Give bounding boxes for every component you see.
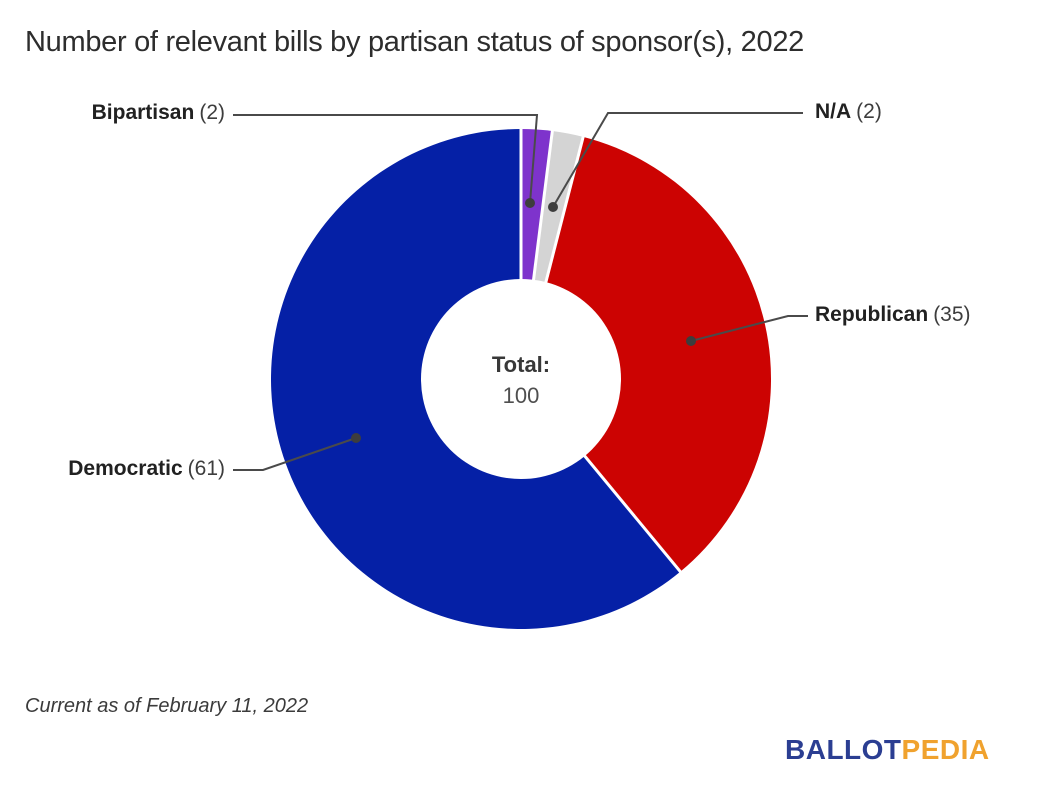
logo-ballot: BALLOT (785, 734, 902, 765)
label-bipartisan-count: (2) (199, 101, 225, 124)
ballotpedia-logo: BALLOTPEDIA (785, 734, 990, 766)
label-na-name: N/A (815, 100, 852, 123)
dot-republican (686, 336, 696, 346)
label-democratic: Democratic (61) (30, 457, 225, 481)
label-democratic-name: Democratic (68, 457, 183, 480)
dot-na (548, 202, 558, 212)
label-connectors (233, 112, 808, 471)
chart-title: Number of relevant bills by partisan sta… (25, 26, 804, 58)
label-republican: Republican (35) (815, 303, 971, 327)
donut-center-label: Total: 100 (421, 349, 621, 411)
dot-democratic (351, 433, 361, 443)
slice-republican[interactable] (521, 136, 772, 572)
dot-bipartisan (525, 198, 535, 208)
donut-hole (421, 279, 621, 479)
connector-republican (690, 315, 808, 342)
label-bipartisan-name: Bipartisan (91, 101, 195, 124)
logo-pedia: PEDIA (901, 734, 990, 765)
total-title: Total: (491, 352, 551, 377)
footnote: Current as of February 11, 2022 (25, 695, 309, 717)
connector-dots (351, 198, 696, 443)
label-republican-count: (35) (933, 303, 971, 326)
connector-na (552, 112, 803, 208)
connector-bipartisan (233, 114, 539, 204)
label-republican-name: Republican (815, 303, 929, 326)
label-na-count: (2) (856, 100, 882, 123)
total-value: 100 (502, 383, 540, 409)
label-bipartisan: Bipartisan (2) (30, 101, 225, 125)
connector-democratic (233, 437, 357, 471)
label-democratic-count: (61) (187, 457, 225, 480)
label-na: N/A (2) (815, 100, 882, 124)
